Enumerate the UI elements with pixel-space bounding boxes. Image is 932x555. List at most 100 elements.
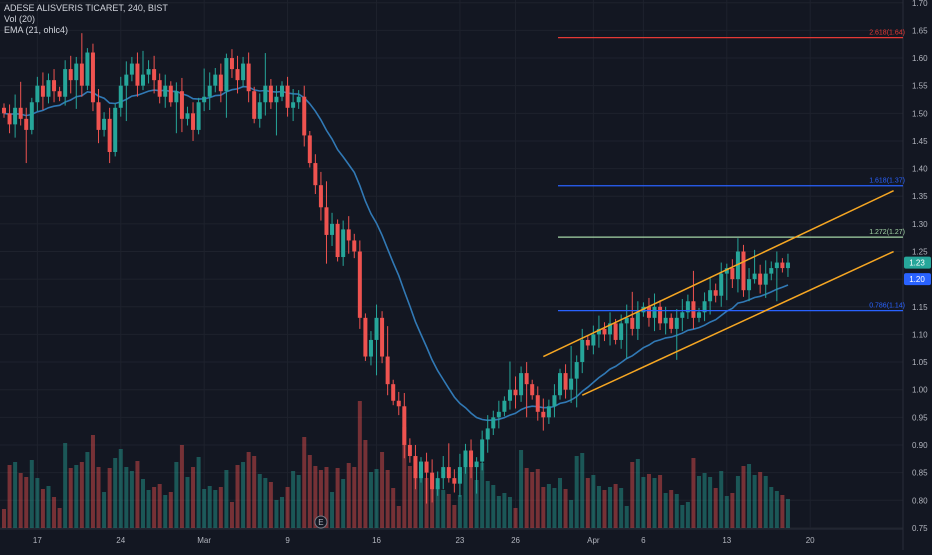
candle-body [68, 69, 73, 81]
volume-bar [318, 470, 323, 528]
candle-body [352, 240, 357, 252]
candle-body [274, 96, 279, 103]
volume-bar [368, 472, 373, 528]
volume-bar [352, 467, 357, 528]
candle-body [396, 400, 401, 407]
volume-bar [118, 449, 123, 528]
candle-body [441, 467, 446, 479]
candle-body [446, 467, 451, 479]
ema-indicator-label[interactable]: EMA (21, ohlc4) [4, 25, 69, 35]
candle [496, 400, 501, 429]
candle-body [341, 229, 346, 258]
candle-body [118, 85, 123, 108]
volume-bar [585, 478, 590, 528]
candle [613, 318, 618, 345]
candle [113, 103, 118, 157]
volume-bar [708, 477, 713, 528]
candle-body [113, 107, 118, 153]
candle-body [624, 317, 629, 324]
candle-body [558, 373, 562, 396]
candle [435, 471, 440, 496]
candle [68, 55, 73, 94]
fib-level-label: 1.618(1.37) [869, 178, 905, 185]
candle-body [774, 262, 779, 269]
volume-bar [630, 462, 635, 528]
volume-bar [735, 476, 740, 528]
candle [502, 396, 507, 417]
volume-bar [697, 476, 701, 528]
chart-legend: ADESE ALISVERIS TICARET, 240, BIST Vol (… [4, 3, 168, 36]
candle [74, 56, 79, 109]
time-tick-label: 26 [511, 536, 520, 545]
candle [758, 264, 763, 294]
candle-body [29, 102, 34, 130]
candle [652, 293, 657, 332]
volume-bar [780, 495, 785, 528]
volume-bar [747, 464, 752, 528]
candle-body [107, 118, 112, 153]
candle-body [507, 389, 512, 401]
candle [296, 90, 301, 109]
trend-channel-line [542, 190, 894, 358]
time-tick-label: 24 [116, 536, 125, 545]
candle-body [435, 478, 440, 490]
volume-bar [380, 452, 385, 528]
volume-bar [485, 481, 490, 528]
candle [702, 292, 707, 322]
volume-bar [446, 494, 451, 528]
symbol-title[interactable]: ADESE ALISVERIS TICARET, 240, BIST [4, 3, 168, 13]
volume-bar [535, 469, 540, 528]
candle [90, 43, 95, 112]
volume-bar [763, 476, 768, 528]
volume-bar [724, 496, 729, 528]
volume-bar [313, 466, 318, 528]
volume-bar [157, 484, 162, 528]
candle [769, 261, 774, 281]
time-tick-label: 13 [722, 536, 731, 545]
candle [335, 219, 340, 262]
candle-body [52, 80, 57, 92]
candle [552, 384, 557, 418]
candle [646, 297, 651, 327]
candle [541, 398, 546, 431]
volume-indicator-label[interactable]: Vol (20) [4, 14, 36, 24]
candle [658, 300, 663, 330]
volume-bar [252, 456, 257, 528]
candle [18, 81, 23, 126]
candle [46, 73, 51, 104]
candle [313, 154, 318, 195]
volume-bar [40, 489, 45, 528]
volume-bar [619, 488, 624, 528]
price-tick-label: 1.15 [912, 303, 928, 312]
volume-bar [624, 506, 629, 528]
candle [546, 399, 551, 424]
candle-body [574, 362, 579, 379]
candle [752, 249, 757, 284]
price-tag-label: 1.20 [909, 275, 925, 284]
volume-bar [218, 487, 223, 528]
volume-bar [474, 480, 479, 528]
candle-body [419, 461, 423, 479]
candle [40, 72, 45, 110]
volume-bar [213, 490, 218, 528]
candle-body [530, 384, 535, 396]
candle [146, 60, 151, 84]
candle [419, 457, 423, 483]
earnings-event-marker [314, 515, 328, 529]
volume-bar [513, 508, 518, 528]
volume-bar [74, 465, 79, 528]
price-tick-label: 1.40 [912, 165, 928, 174]
volume-bar [563, 489, 568, 528]
volume-bar [13, 462, 18, 528]
volume-bar [652, 478, 657, 528]
volume-bar [407, 466, 412, 528]
candle-body [469, 450, 474, 468]
candle [680, 299, 685, 332]
candle-body [96, 102, 101, 130]
candle [52, 69, 57, 103]
candle [691, 270, 696, 329]
candle [785, 253, 790, 277]
candle [141, 50, 145, 91]
